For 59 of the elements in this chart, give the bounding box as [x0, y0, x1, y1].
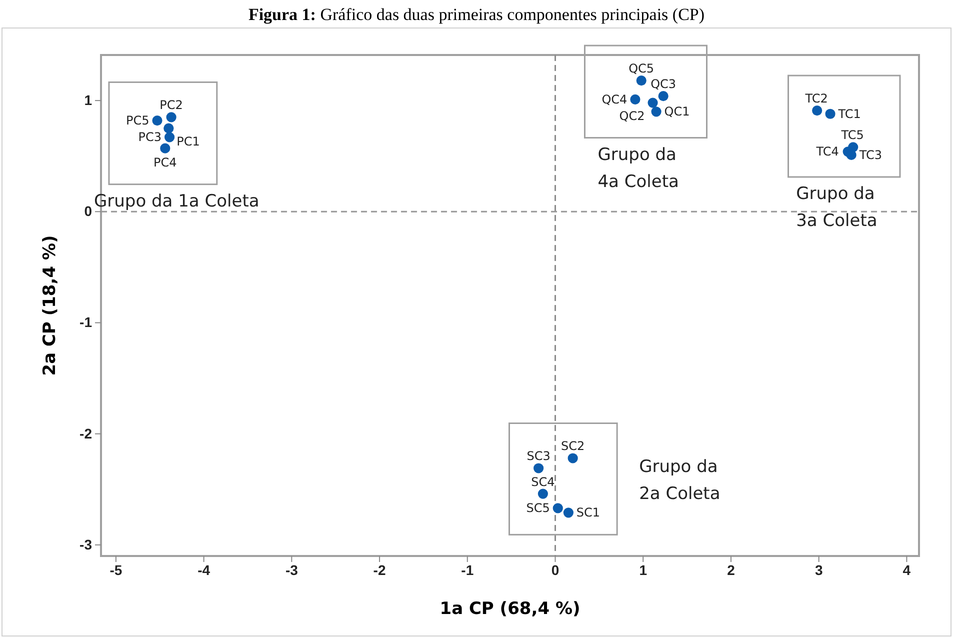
- y-tick-label: -1: [80, 314, 92, 330]
- y-tick-label: 0: [84, 203, 92, 220]
- point: [164, 123, 174, 134]
- x-tick-label: -5: [110, 562, 122, 578]
- point: [636, 76, 646, 86]
- point: [164, 132, 175, 142]
- data-label: QC2: [619, 108, 645, 123]
- data-label: SC5: [526, 501, 550, 516]
- x-tick-label: -1: [461, 562, 474, 578]
- data-label: SC2: [561, 439, 585, 454]
- data-label: QC1: [664, 104, 690, 119]
- point: [812, 106, 822, 116]
- data-label: TC4: [815, 144, 839, 159]
- x-tick-label: 3: [814, 562, 823, 578]
- point: [648, 98, 658, 108]
- data-label: SC3: [526, 449, 550, 464]
- annotation: Grupo da 3a Coleta: [796, 184, 878, 231]
- data-label: TC3: [858, 148, 882, 162]
- point: [651, 106, 662, 117]
- data-label: TC1: [837, 106, 861, 121]
- point: [658, 91, 668, 102]
- chart-title: Figura 1: Gráfico das duas primeiras componentes principais (CP): [248, 5, 705, 24]
- x-tick-label: 1: [639, 562, 648, 578]
- annotation: Grupo da 4a Coleta: [598, 144, 679, 192]
- data-label: PC1: [176, 134, 200, 148]
- annotation: Grupo da 1a Coleta: [94, 191, 260, 212]
- point: [552, 503, 563, 514]
- data-label: TC2: [804, 92, 828, 106]
- data-label: TC5: [840, 128, 864, 142]
- data-label: SC1: [576, 506, 600, 520]
- data-label: PC5: [126, 114, 150, 128]
- x-tick-label: -2: [373, 562, 386, 578]
- x-tick-label: 2: [727, 562, 736, 578]
- data-label: QC4: [602, 92, 628, 106]
- y-tick-label: -2: [80, 425, 92, 442]
- data-label: PC4: [154, 155, 177, 170]
- point: [825, 108, 836, 119]
- x-axis-title: 1a CP (68,4 %): [440, 599, 580, 619]
- point: [152, 116, 162, 126]
- point: [160, 143, 170, 154]
- point: [538, 488, 548, 499]
- data-label: SC4: [531, 474, 555, 489]
- y-axis-title: 2a CP (18,4 %): [40, 235, 60, 376]
- x-tick-label: -4: [198, 562, 210, 578]
- x-tick-label: 4: [902, 562, 911, 578]
- y-tick-label: 1: [84, 92, 92, 108]
- data-label: QC5: [628, 62, 654, 76]
- data-label: QC3: [650, 77, 676, 92]
- point: [568, 453, 578, 464]
- x-tick-label: 0: [551, 562, 560, 578]
- data-label: PC2: [160, 98, 183, 112]
- point: [563, 508, 574, 518]
- x-tick-label: -3: [285, 562, 298, 578]
- data-label: PC3: [138, 130, 162, 144]
- point: [534, 463, 544, 474]
- point: [166, 112, 176, 122]
- point: [630, 94, 640, 104]
- y-tick-label: -3: [80, 536, 92, 552]
- annotation: Grupo da 2a Coleta: [639, 456, 720, 504]
